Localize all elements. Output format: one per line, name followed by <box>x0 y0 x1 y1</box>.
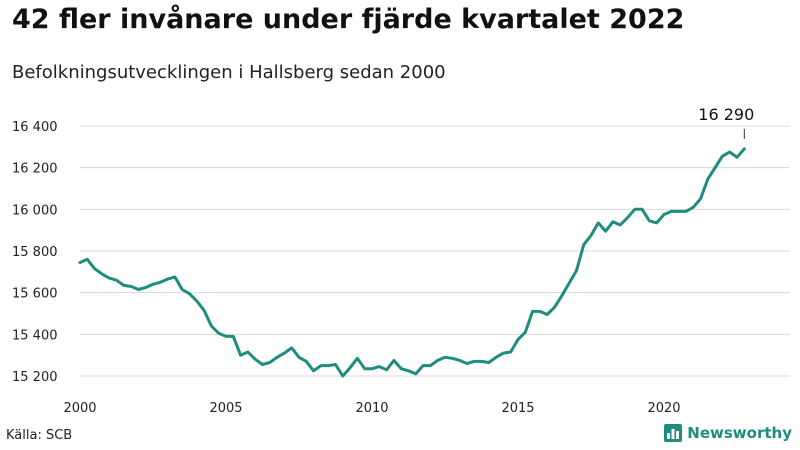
chart-subtitle: Befolkningsutvecklingen i Hallsberg seda… <box>12 62 446 83</box>
y-tick-label: 15 600 <box>12 287 58 302</box>
x-tick-label: 2000 <box>63 401 96 416</box>
x-axis-ticks: 2000 2005 2010 2015 2020 <box>63 401 680 416</box>
series-line-hallsberg <box>78 147 746 378</box>
y-tick-label: 15 400 <box>12 328 58 343</box>
brand-name: Newsworthy <box>687 424 792 442</box>
brand-logo[interactable]: Newsworthy <box>664 424 792 442</box>
y-tick-label: 16 400 <box>12 120 58 135</box>
source-note: Källa: SCB <box>6 428 73 443</box>
annotation-layer: 16 290 <box>698 105 754 139</box>
x-tick-label: 2020 <box>647 401 680 416</box>
newsworthy-logo-icon <box>664 424 683 442</box>
series-layer <box>78 147 746 378</box>
x-tick-label: 2010 <box>355 401 388 416</box>
y-tick-label: 16 000 <box>12 203 58 218</box>
y-tick-label: 16 200 <box>12 162 58 177</box>
y-tick-label: 15 200 <box>12 370 58 385</box>
grid-lines <box>80 125 790 377</box>
x-tick-label: 2015 <box>501 401 534 416</box>
end-value-label: 16 290 <box>698 105 754 124</box>
y-tick-label: 15 800 <box>12 245 58 260</box>
chart-title: 42 fler invånare under fjärde kvartalet … <box>12 4 685 35</box>
y-axis-ticks: 15 200 15 400 15 600 15 800 16 000 16 200 16 4… <box>12 120 58 385</box>
x-tick-label: 2005 <box>209 401 242 416</box>
